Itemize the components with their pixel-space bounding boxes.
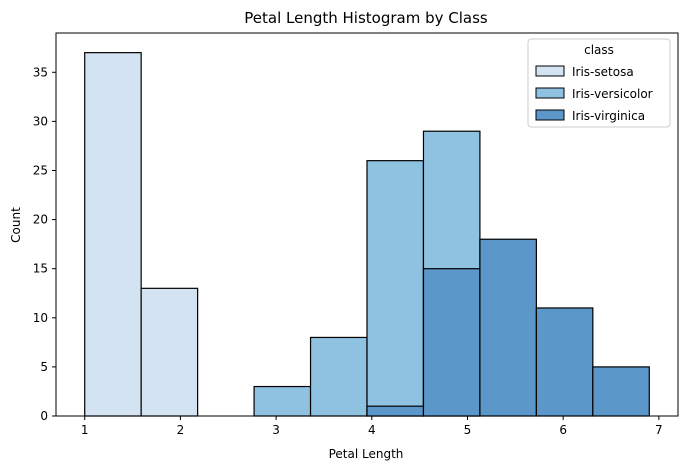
legend-swatch-iris-setosa (535, 65, 565, 77)
legend-swatch-iris-versicolor (535, 87, 565, 99)
bars-group (84, 52, 650, 417)
legend-swatch-iris-virginica (535, 109, 565, 121)
bar-iris-virginica-bin-6 (422, 268, 481, 417)
bar-iris-setosa-bin-0 (84, 52, 142, 417)
x-tick-label-6: 6 (559, 423, 567, 437)
legend-title: class (584, 43, 614, 57)
legend: class Iris-setosa Iris-versicolor Iris-virg… (527, 38, 671, 128)
bar-iris-versicolor-bin-5 (366, 160, 425, 417)
x-tick-label-3: 3 (272, 423, 280, 437)
y-tick-label-0: 0 (40, 409, 48, 423)
x-axis-label: Petal Length (329, 447, 404, 461)
y-tick-label-5: 5 (40, 360, 48, 374)
chart-title: Petal Length Histogram by Class (244, 9, 488, 27)
y-tick-label-20: 20 (33, 213, 48, 227)
bar-iris-virginica-bin-8 (535, 307, 594, 417)
x-tick-label-1: 1 (81, 423, 89, 437)
axes-group: 1 2 3 4 5 6 7 0 5 10 15 20 25 30 35 (33, 32, 679, 437)
plot-frame (55, 32, 679, 417)
y-tick-label-35: 35 (33, 65, 48, 79)
bar-iris-versicolor-bin-3 (253, 385, 312, 417)
x-tick-label-4: 4 (368, 423, 376, 437)
y-axis-label: Count (9, 207, 23, 243)
bar-iris-virginica-bin-7 (479, 238, 537, 417)
legend-box (527, 38, 671, 128)
y-tick-label-25: 25 (33, 163, 48, 177)
bar-iris-setosa-bin-1 (140, 287, 199, 417)
legend-label-iris-versicolor: Iris-versicolor (572, 87, 653, 101)
x-tick-label-7: 7 (655, 423, 663, 437)
bar-iris-versicolor-bin-4 (309, 336, 368, 417)
legend-label-iris-setosa: Iris-setosa (572, 65, 634, 79)
bar-iris-virginica-bin-5 (366, 405, 425, 417)
legend-label-iris-virginica: Iris-virginica (572, 109, 645, 123)
y-tick-label-30: 30 (33, 114, 48, 128)
x-tick-label-2: 2 (177, 423, 185, 437)
y-tick-label-15: 15 (33, 262, 48, 276)
y-tick-label-10: 10 (33, 311, 48, 325)
x-tick-label-5: 5 (464, 423, 472, 437)
bar-iris-virginica-bin-9 (592, 366, 650, 417)
